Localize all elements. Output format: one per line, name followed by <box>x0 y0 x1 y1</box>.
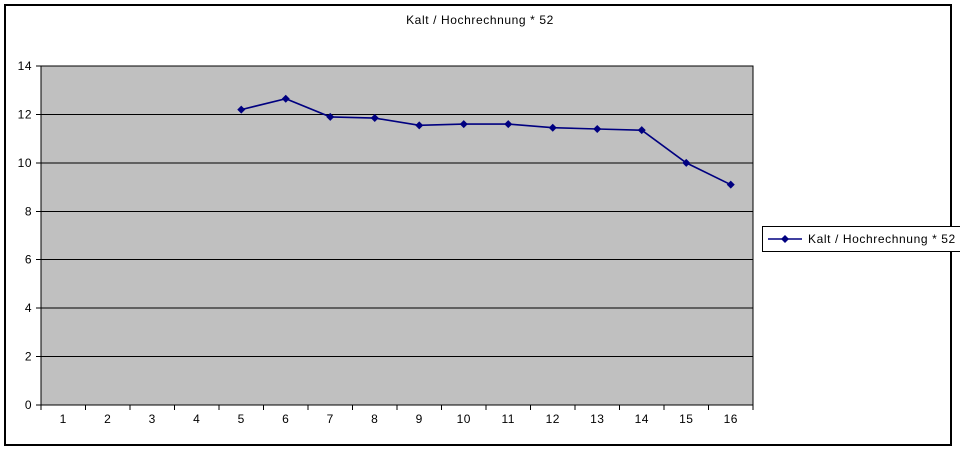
x-axis-tick-label: 15 <box>679 412 693 426</box>
legend: Kalt / Hochrechnung * 52 <box>762 226 960 252</box>
x-axis-tick-label: 4 <box>193 412 200 426</box>
x-axis-tick-label: 9 <box>416 412 423 426</box>
data-point-marker <box>682 158 691 167</box>
chart-title: Kalt / Hochrechnung * 52 <box>406 13 554 27</box>
y-axis-tick-label: 14 <box>18 59 32 73</box>
y-axis-tick-label: 0 <box>25 398 32 412</box>
data-point-marker <box>504 120 513 129</box>
x-axis-tick-label: 14 <box>635 412 649 426</box>
data-point-marker <box>370 114 379 123</box>
data-point-marker <box>637 126 646 135</box>
plot-background <box>40 65 754 406</box>
x-axis-tick-label: 16 <box>724 412 738 426</box>
x-axis-tick-label: 12 <box>546 412 560 426</box>
data-point-marker <box>326 112 335 121</box>
y-axis-tick-label: 12 <box>18 107 32 121</box>
data-point-marker <box>237 105 246 114</box>
y-axis-tick-label: 4 <box>25 301 32 315</box>
x-axis-tick-label: 13 <box>590 412 604 426</box>
y-axis-tick-label: 2 <box>25 350 32 364</box>
x-axis-tick-label: 7 <box>327 412 334 426</box>
x-axis-tick-label: 5 <box>238 412 245 426</box>
data-point-marker <box>548 123 557 132</box>
x-axis-tick-label: 1 <box>60 412 67 426</box>
y-axis-tick-label: 6 <box>25 253 32 267</box>
x-axis-tick-label: 8 <box>371 412 378 426</box>
x-axis-tick-label: 10 <box>457 412 471 426</box>
data-point-marker <box>459 120 468 129</box>
y-axis-tick-label: 8 <box>25 204 32 218</box>
data-point-marker <box>281 94 290 103</box>
legend-series-marker-icon <box>768 235 802 243</box>
y-axis-tick-label: 10 <box>18 156 32 170</box>
data-point-marker <box>593 124 602 133</box>
x-axis-tick-label: 6 <box>282 412 289 426</box>
x-axis-tick-label: 3 <box>149 412 156 426</box>
legend-series-label: Kalt / Hochrechnung * 52 <box>808 232 956 246</box>
data-point-marker <box>726 180 735 189</box>
data-point-marker <box>415 121 424 130</box>
x-axis-tick-label: 2 <box>104 412 111 426</box>
series-line <box>241 97 732 186</box>
x-axis-tick-label: 11 <box>502 412 515 426</box>
